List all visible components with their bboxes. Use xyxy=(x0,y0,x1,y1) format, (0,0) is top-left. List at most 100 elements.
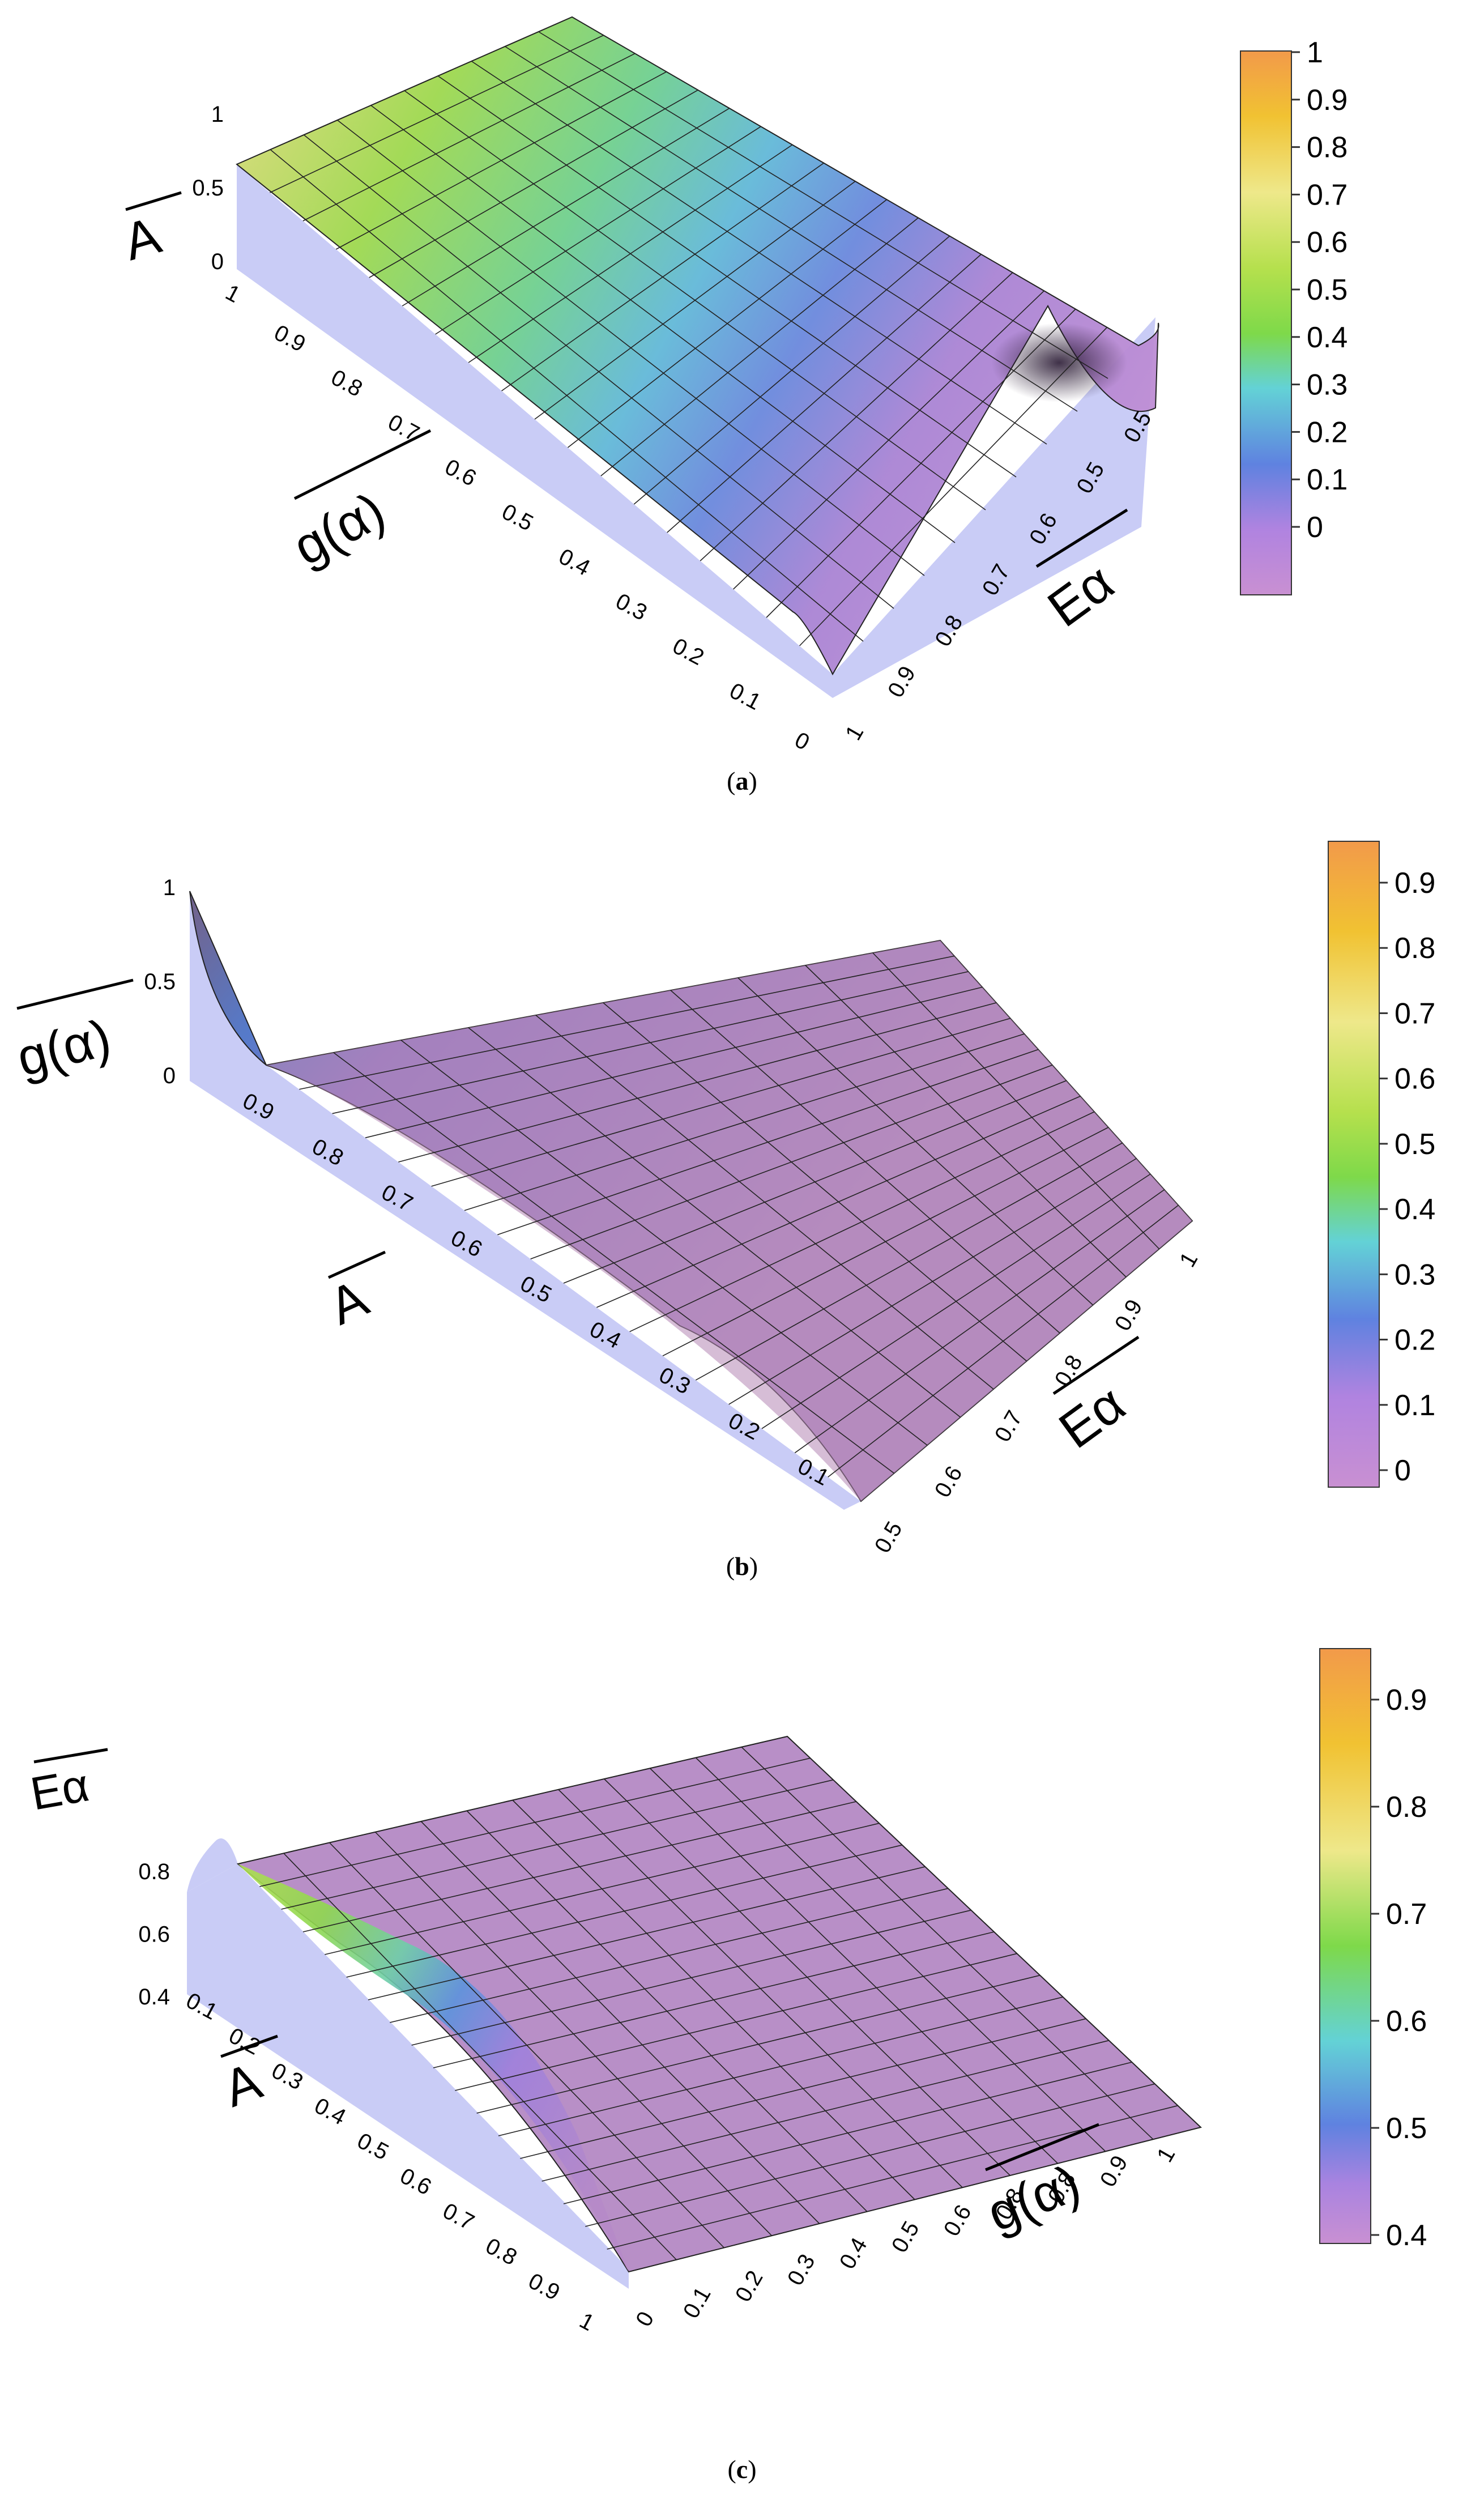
grid-line xyxy=(435,126,761,335)
grid-line xyxy=(390,1888,949,2023)
z-tick-label: 0.8 xyxy=(138,1859,170,1884)
grid-line xyxy=(700,272,1013,561)
surface-plot-c: 0.40.60.8 0.10.20.30.40.50.60.70.80.91 0… xyxy=(27,1648,1427,2336)
y-tick-label: 0.9 xyxy=(883,662,920,701)
grid-line xyxy=(346,1844,902,1978)
x-tick-label: 0.9 xyxy=(270,320,310,357)
y-tick-label: 0.6 xyxy=(930,1462,967,1501)
y-tick-label: 0.5 xyxy=(887,2217,924,2256)
grid-line xyxy=(299,955,954,1090)
grid-line xyxy=(431,1017,1010,1187)
x-tick-label: 0.3 xyxy=(612,589,651,625)
grid-line xyxy=(455,1953,1017,2091)
colorbar-tick-label: 0.9 xyxy=(1386,1684,1427,1717)
colorbar-tick-label: 0.8 xyxy=(1307,131,1347,164)
grid-line xyxy=(733,290,1044,590)
grid-line xyxy=(398,1002,997,1163)
colorbar-ticks-b: 0.9 0.8 0.7 0.6 0.5 0.4 0.3 0.2 0.1 0 xyxy=(1380,867,1435,1487)
x-tick-label: 0.6 xyxy=(441,454,480,491)
x-tick-label: 0.7 xyxy=(439,2198,479,2235)
grid-line xyxy=(695,1142,1123,1381)
y-tick-label: 1 xyxy=(841,721,868,744)
x-tick-label: 0.7 xyxy=(384,410,424,446)
surface-plot-b: 00.51 0.9 0.8 0.7 0.6 0.5 0.4 0.3 0.2 0.1 0.5 0.6… xyxy=(11,841,1435,1557)
x-tick-label: 0 xyxy=(791,727,813,755)
colorbar-c xyxy=(1319,1648,1371,2244)
grid-line xyxy=(828,1204,1179,1478)
x-tick-label: 0.1 xyxy=(726,678,765,715)
colorbar-ticks-c: 0.9 0.8 0.7 0.6 0.5 0.4 xyxy=(1371,1684,1427,2252)
x-axis-title-overline xyxy=(293,429,432,500)
z-axis-title-overline-c xyxy=(33,1748,108,1764)
grid-line xyxy=(302,53,636,222)
grid-line xyxy=(596,1096,1081,1308)
grid-line xyxy=(464,1033,1025,1211)
grid-b xyxy=(299,952,1179,1478)
colorbar-tick-label: 0.4 xyxy=(1307,321,1347,354)
y-tick-label: 0 xyxy=(631,2307,659,2331)
surface-plot-a: 00.51 10.90.80.70.60.50.40.30.20.10 10.9… xyxy=(117,16,1347,755)
colorbar-tick-label: 0.8 xyxy=(1386,1791,1427,1824)
z-axis-ticks-b: 00.51 xyxy=(144,875,176,1088)
grid-line xyxy=(541,2040,1109,2182)
grid-line xyxy=(799,327,1108,646)
z-tick-label: 0.5 xyxy=(192,176,224,201)
x-tick-label: 0.8 xyxy=(327,365,366,402)
colorbar-tick-label: 0.7 xyxy=(1307,178,1347,211)
grid-line xyxy=(433,1931,995,2068)
grid-line xyxy=(501,163,824,391)
colorbar-tick-label: 0.5 xyxy=(1386,2112,1427,2145)
z-tick-label: 0 xyxy=(211,249,224,274)
y-tick-label: 0.6 xyxy=(939,2200,976,2240)
colorbar-tick-label: 0.5 xyxy=(1395,1128,1435,1161)
grid-line xyxy=(411,1909,971,2046)
caption-c: (c) xyxy=(727,2455,757,2484)
x-axis-title-overline-b xyxy=(327,1250,386,1279)
z-tick-label: 0.6 xyxy=(138,1922,170,1947)
caption-b: (b) xyxy=(726,1552,758,1581)
y-axis-title-overline xyxy=(1035,508,1128,568)
grid-line xyxy=(468,144,793,363)
y-tick-label: 0.7 xyxy=(990,1406,1027,1446)
grid-line xyxy=(335,71,667,250)
x-tick-label: 1 xyxy=(575,2308,598,2336)
x-axis-title-b: A xyxy=(321,1269,377,1336)
panel-b: 0 0.5 1 0.9 0.8 0.7 0.6 0.5 0.4 0.3 0.2 0.1 0.5 0.6… xyxy=(0,816,1484,1626)
caption-a: (a) xyxy=(727,767,757,795)
grid-line xyxy=(325,1823,880,1955)
grid-line xyxy=(332,971,969,1114)
grid-line xyxy=(476,1974,1040,2114)
x-tick-label: 0.2 xyxy=(668,633,708,670)
grid-line xyxy=(270,35,604,193)
grid-line xyxy=(633,236,950,505)
colorbar-tick-label: 0.6 xyxy=(1307,226,1347,259)
x-tick-label: 0.5 xyxy=(353,2128,393,2165)
colorbar-tick-label: 0.9 xyxy=(1395,867,1435,900)
z-tick-label: 0.4 xyxy=(138,1985,170,2009)
y-tick-label: 0.9 xyxy=(1095,2151,1133,2191)
dark-trough xyxy=(991,323,1127,402)
grid-line xyxy=(761,1173,1151,1429)
y-tick-label: 1 xyxy=(1152,2143,1180,2166)
grid-line xyxy=(281,1779,834,1910)
panel-a: 0 0.5 1 1 0.9 0.8 0.7 0.6 0.5 0.4 0.3 0.2 0.1 0 1 0.9… xyxy=(0,0,1484,816)
grid-line xyxy=(585,2083,1155,2227)
grid-line xyxy=(497,1049,1039,1236)
z-axis-title-overline-b xyxy=(16,978,134,1010)
colorbar-tick-label: 1 xyxy=(1307,36,1323,69)
z-axis-title-b: g(α) xyxy=(11,1008,116,1087)
grid-line xyxy=(534,181,856,420)
grid-line xyxy=(530,1065,1053,1259)
side-wall-right xyxy=(833,317,1155,698)
colorbar-b xyxy=(1328,841,1380,1488)
colorbar-tick-label: 0.1 xyxy=(1395,1389,1435,1422)
panel-c: 0.4 0.6 0.8 0.1 0.2 0.3 0.4 0.5 0.6 0.7 0.8 0.9 1 0… xyxy=(0,1626,1484,2512)
colorbar-tick-label: 0.6 xyxy=(1386,2005,1427,2038)
x-tick-label: 0.9 xyxy=(524,2268,564,2305)
z-tick-label: 0.5 xyxy=(144,969,176,994)
colorbar-tick-label: 0.3 xyxy=(1307,369,1347,402)
colorbar-tick-label: 0.8 xyxy=(1395,932,1435,965)
grid-line xyxy=(563,2062,1132,2204)
x-axis-title-c: A xyxy=(216,2052,269,2118)
colorbar-tick-label: 0.1 xyxy=(1307,463,1347,496)
